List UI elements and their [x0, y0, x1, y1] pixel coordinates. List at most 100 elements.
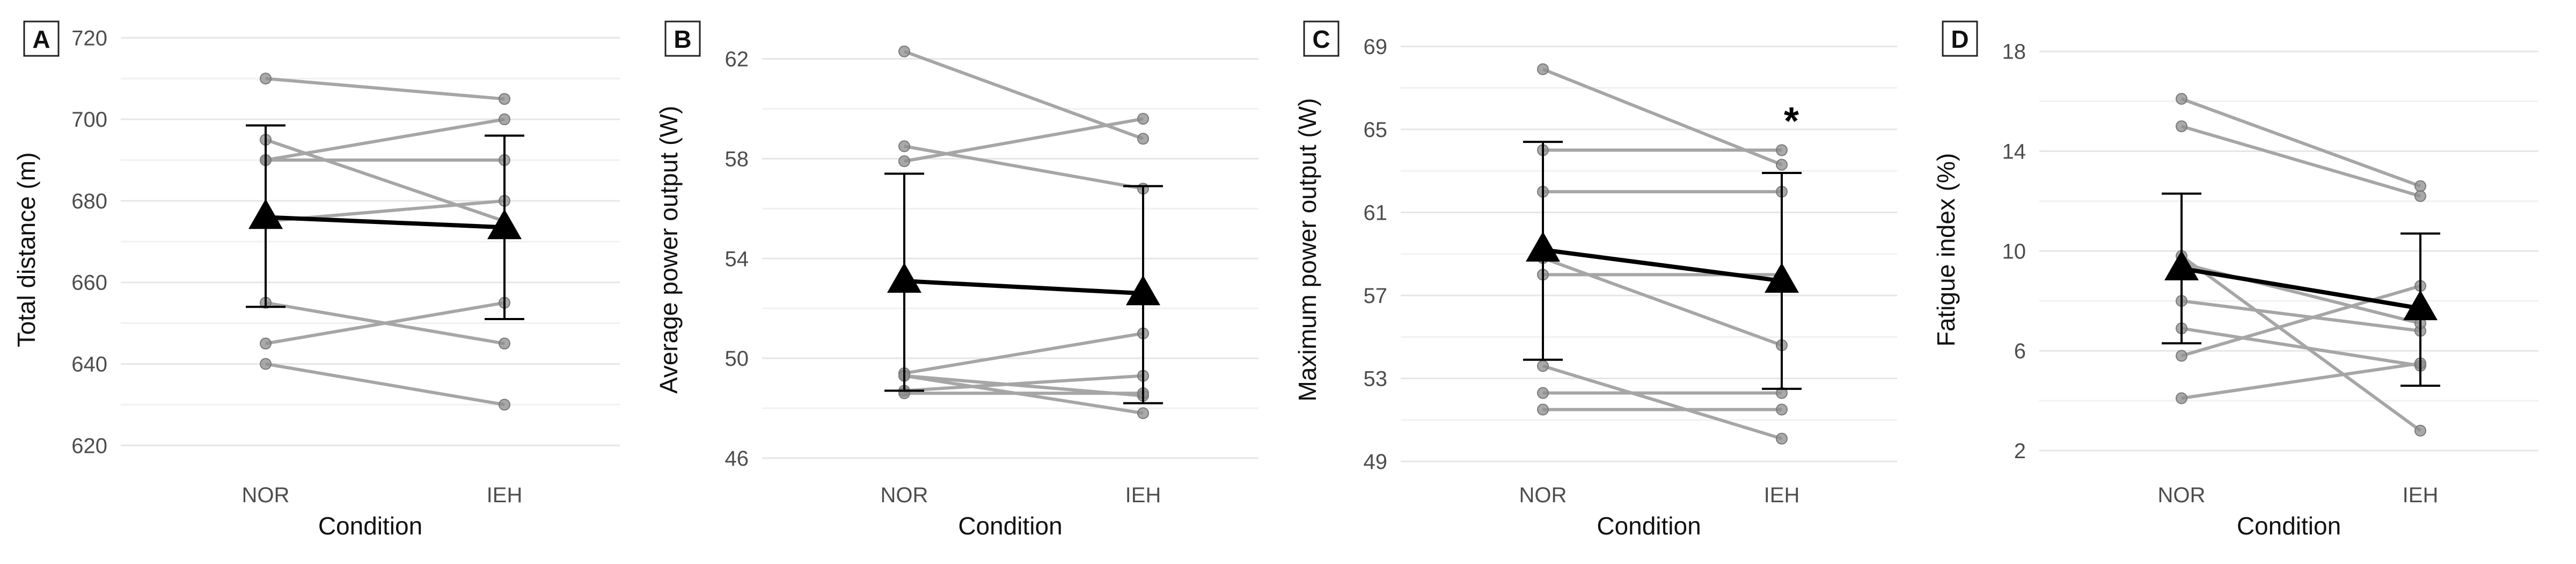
- individual-line: [903, 49, 1144, 141]
- individual-point: [2176, 392, 2187, 404]
- mean-marker: [487, 209, 522, 240]
- x-tick-label: IEH: [1764, 483, 1800, 507]
- individual-line: [1542, 256, 1783, 347]
- individual-point: [1137, 133, 1149, 145]
- y-tick-label: 49: [1364, 450, 1388, 474]
- individual-line: [904, 331, 1144, 375]
- panel-b: 46 50 54 58 62 NOR IEH Condition Average power o…: [655, 20, 1258, 540]
- y-tick-label: 62: [725, 48, 749, 71]
- individual-point: [1537, 63, 1549, 75]
- panel-letter: D: [1951, 25, 1968, 53]
- significance-marker: *: [1784, 100, 1799, 143]
- x-tick-label: NOR: [242, 483, 290, 507]
- individual-point: [1776, 432, 1788, 445]
- y-tick-label: 2: [2014, 439, 2026, 463]
- individual-point: [1137, 113, 1149, 125]
- individual-point: [499, 93, 510, 105]
- x-axis-title: Condition: [318, 512, 422, 540]
- individual-point: [499, 113, 510, 126]
- panel-letter-box: [23, 20, 60, 57]
- individual-point: [898, 155, 910, 168]
- individual-point: [1137, 407, 1149, 420]
- panel-d: 2 6 10 14 18 NOR IEH Condition Fatigue index (%)…: [1932, 20, 2538, 540]
- x-axis-title: Condition: [2237, 512, 2341, 540]
- mean-marker: [2403, 290, 2438, 321]
- individual-point: [2414, 424, 2426, 437]
- panel-letter-box: [664, 20, 701, 57]
- y-axis-title: Fatigue index (%): [1932, 153, 1960, 347]
- mean-marker: [1765, 262, 1799, 293]
- individual-point: [260, 73, 272, 85]
- panel-a: 620 640 660 680 700 720 NOR IEH Condition Total d…: [12, 20, 620, 540]
- y-tick-label: 53: [1364, 367, 1388, 391]
- y-axis-title: Maximum power output (W): [1293, 98, 1321, 402]
- individual-line: [2181, 327, 2421, 367]
- individual-point: [260, 358, 272, 370]
- individual-line: [2180, 255, 2421, 432]
- individual-point: [260, 337, 272, 350]
- individual-point: [1776, 158, 1788, 171]
- individual-point: [1776, 403, 1788, 416]
- individual-line: [265, 77, 505, 101]
- individual-line: [2181, 361, 2421, 400]
- x-axis-title: Condition: [1597, 512, 1701, 540]
- individual-point: [499, 337, 510, 350]
- individual-line: [904, 144, 1144, 191]
- y-tick-label: 57: [1364, 284, 1388, 308]
- mean-line: [1542, 248, 1782, 283]
- individual-line: [904, 117, 1144, 163]
- x-axis-title: Condition: [958, 512, 1062, 540]
- y-tick-label: 50: [725, 347, 749, 371]
- individual-line: [2180, 97, 2421, 188]
- y-tick-label: 720: [71, 26, 107, 50]
- individual-point: [898, 45, 910, 57]
- x-tick-label: IEH: [2403, 483, 2439, 507]
- mean-line: [2181, 266, 2421, 311]
- individual-line: [1542, 364, 1782, 440]
- mean-marker: [1526, 232, 1560, 262]
- y-tick-label: 680: [71, 190, 107, 213]
- individual-point: [898, 140, 910, 153]
- individual-line: [265, 118, 505, 162]
- individual-line: [265, 362, 505, 407]
- mean-marker: [248, 199, 283, 229]
- panel-letter: C: [1312, 25, 1330, 53]
- x-tick-label: NOR: [881, 483, 928, 507]
- individual-point: [1537, 403, 1549, 416]
- individual-line: [265, 138, 505, 223]
- y-axis-title: Total distance (m): [12, 152, 40, 347]
- mean-marker: [887, 263, 921, 293]
- individual-point: [2176, 92, 2187, 105]
- y-tick-label: 620: [71, 434, 107, 458]
- x-tick-label: NOR: [2158, 483, 2206, 507]
- y-tick-label: 65: [1364, 118, 1388, 142]
- individual-point: [2176, 120, 2187, 133]
- y-tick-label: 54: [725, 247, 749, 271]
- individual-point: [2414, 190, 2426, 203]
- y-tick-label: 69: [1364, 35, 1388, 59]
- panel-c: 49 53 57 61 65 69 NOR IEH Condition Maximum power…: [1293, 20, 1897, 540]
- individual-point: [2414, 180, 2426, 192]
- individual-line: [2181, 125, 2421, 198]
- y-tick-label: 640: [71, 353, 107, 377]
- individual-line: [265, 301, 505, 345]
- y-tick-label: 700: [71, 108, 107, 132]
- panel-letter-box: [1942, 20, 1978, 57]
- y-tick-label: 61: [1364, 201, 1388, 225]
- individual-point: [1537, 360, 1549, 372]
- panel-letter: B: [674, 25, 691, 53]
- y-tick-label: 6: [2014, 339, 2026, 363]
- individual-point: [1537, 387, 1549, 399]
- individual-point: [499, 399, 510, 411]
- individual-point: [2176, 350, 2187, 362]
- x-tick-label: IEH: [1125, 483, 1161, 507]
- individual-line: [2181, 299, 2421, 332]
- y-tick-label: 10: [2002, 240, 2026, 263]
- x-tick-label: IEH: [487, 483, 523, 507]
- mean-marker: [1126, 275, 1160, 306]
- y-tick-label: 660: [71, 271, 107, 295]
- individual-point: [1776, 144, 1788, 156]
- panel-letter: A: [32, 25, 50, 53]
- y-axis-title: Average power output (W): [655, 106, 683, 394]
